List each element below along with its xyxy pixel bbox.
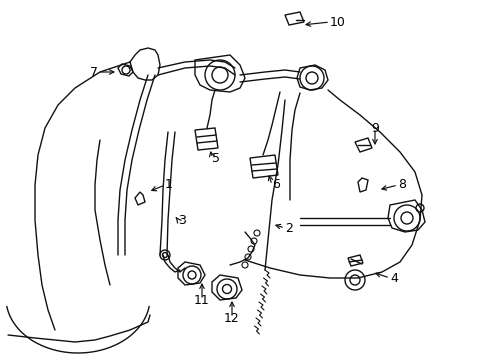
Text: 11: 11 <box>194 293 210 306</box>
Text: 4: 4 <box>390 271 398 284</box>
Text: 7: 7 <box>90 66 98 78</box>
Text: 8: 8 <box>398 179 406 192</box>
Text: 5: 5 <box>212 152 220 165</box>
Text: 2: 2 <box>285 221 293 234</box>
Text: 1: 1 <box>165 179 173 192</box>
Text: 9: 9 <box>371 122 379 135</box>
Text: 3: 3 <box>178 213 186 226</box>
Text: 10: 10 <box>330 15 346 28</box>
Text: 6: 6 <box>272 179 280 192</box>
Text: 12: 12 <box>224 311 240 324</box>
